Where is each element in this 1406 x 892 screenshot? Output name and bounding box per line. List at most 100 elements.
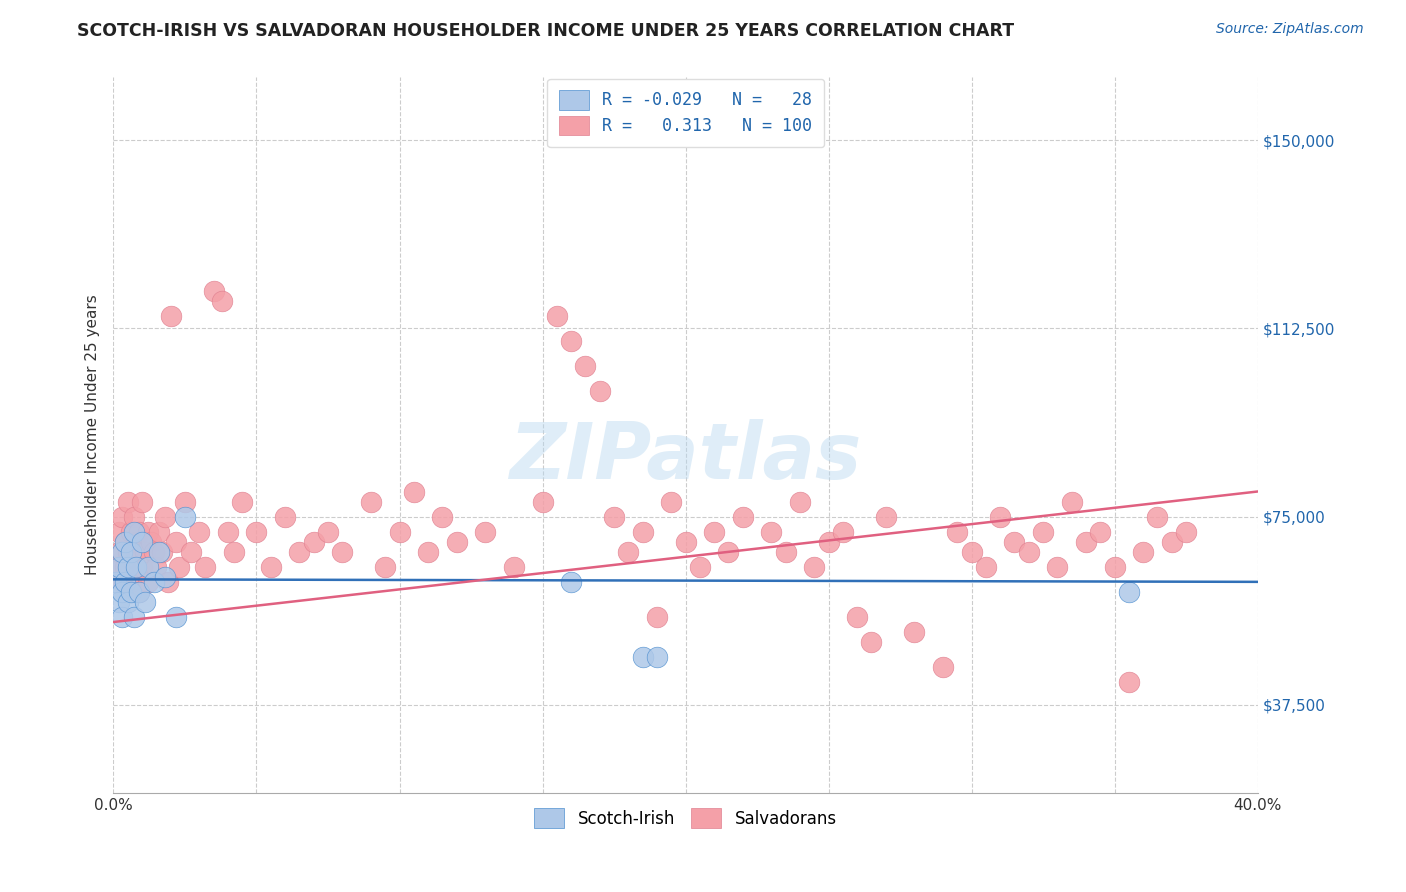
Point	[136, 574, 159, 589]
Point	[803, 559, 825, 574]
Point	[775, 545, 797, 559]
Point	[117, 559, 139, 574]
Point	[717, 545, 740, 559]
Point	[288, 545, 311, 559]
Point	[946, 524, 969, 539]
Point	[108, 559, 131, 574]
Point	[145, 559, 167, 574]
Point	[180, 545, 202, 559]
Point	[1118, 585, 1140, 599]
Point	[374, 559, 396, 574]
Point	[120, 585, 142, 599]
Point	[831, 524, 853, 539]
Point	[560, 574, 582, 589]
Point	[388, 524, 411, 539]
Point	[546, 309, 568, 323]
Point	[174, 509, 197, 524]
Point	[202, 284, 225, 298]
Point	[1002, 534, 1025, 549]
Point	[231, 494, 253, 508]
Point	[120, 524, 142, 539]
Point	[211, 293, 233, 308]
Point	[1175, 524, 1198, 539]
Point	[142, 545, 165, 559]
Point	[903, 625, 925, 640]
Point	[1018, 545, 1040, 559]
Point	[932, 660, 955, 674]
Point	[817, 534, 839, 549]
Point	[645, 610, 668, 624]
Point	[153, 570, 176, 584]
Point	[150, 545, 173, 559]
Point	[330, 545, 353, 559]
Point	[260, 559, 283, 574]
Text: Source: ZipAtlas.com: Source: ZipAtlas.com	[1216, 22, 1364, 37]
Point	[169, 559, 191, 574]
Point	[108, 545, 131, 559]
Point	[136, 559, 159, 574]
Point	[108, 595, 131, 609]
Point	[131, 559, 153, 574]
Point	[675, 534, 697, 549]
Point	[131, 534, 153, 549]
Point	[1060, 494, 1083, 508]
Point	[136, 524, 159, 539]
Point	[474, 524, 496, 539]
Point	[131, 494, 153, 508]
Point	[875, 509, 897, 524]
Point	[245, 524, 267, 539]
Point	[960, 545, 983, 559]
Point	[108, 524, 131, 539]
Point	[432, 509, 454, 524]
Point	[846, 610, 869, 624]
Point	[631, 524, 654, 539]
Point	[531, 494, 554, 508]
Point	[153, 509, 176, 524]
Point	[659, 494, 682, 508]
Point	[1074, 534, 1097, 549]
Point	[1118, 675, 1140, 690]
Point	[128, 585, 150, 599]
Y-axis label: Householder Income Under 25 years: Householder Income Under 25 years	[86, 294, 100, 575]
Point	[1032, 524, 1054, 539]
Point	[148, 545, 170, 559]
Point	[703, 524, 725, 539]
Point	[274, 509, 297, 524]
Point	[560, 334, 582, 348]
Point	[114, 574, 136, 589]
Point	[617, 545, 640, 559]
Point	[1160, 534, 1182, 549]
Point	[125, 559, 148, 574]
Point	[645, 650, 668, 665]
Point	[128, 585, 150, 599]
Point	[114, 534, 136, 549]
Point	[402, 484, 425, 499]
Point	[731, 509, 754, 524]
Point	[134, 545, 156, 559]
Point	[139, 534, 162, 549]
Point	[117, 595, 139, 609]
Point	[111, 585, 134, 599]
Point	[142, 574, 165, 589]
Point	[165, 610, 187, 624]
Point	[165, 534, 187, 549]
Point	[631, 650, 654, 665]
Point	[159, 309, 181, 323]
Point	[148, 524, 170, 539]
Point	[860, 635, 883, 649]
Point	[446, 534, 468, 549]
Point	[134, 595, 156, 609]
Point	[105, 574, 128, 589]
Text: SCOTCH-IRISH VS SALVADORAN HOUSEHOLDER INCOME UNDER 25 YEARS CORRELATION CHART: SCOTCH-IRISH VS SALVADORAN HOUSEHOLDER I…	[77, 22, 1015, 40]
Point	[174, 494, 197, 508]
Point	[988, 509, 1011, 524]
Point	[120, 545, 142, 559]
Point	[120, 574, 142, 589]
Point	[574, 359, 596, 373]
Point	[114, 559, 136, 574]
Point	[194, 559, 217, 574]
Point	[1132, 545, 1154, 559]
Point	[360, 494, 382, 508]
Point	[689, 559, 711, 574]
Point	[117, 494, 139, 508]
